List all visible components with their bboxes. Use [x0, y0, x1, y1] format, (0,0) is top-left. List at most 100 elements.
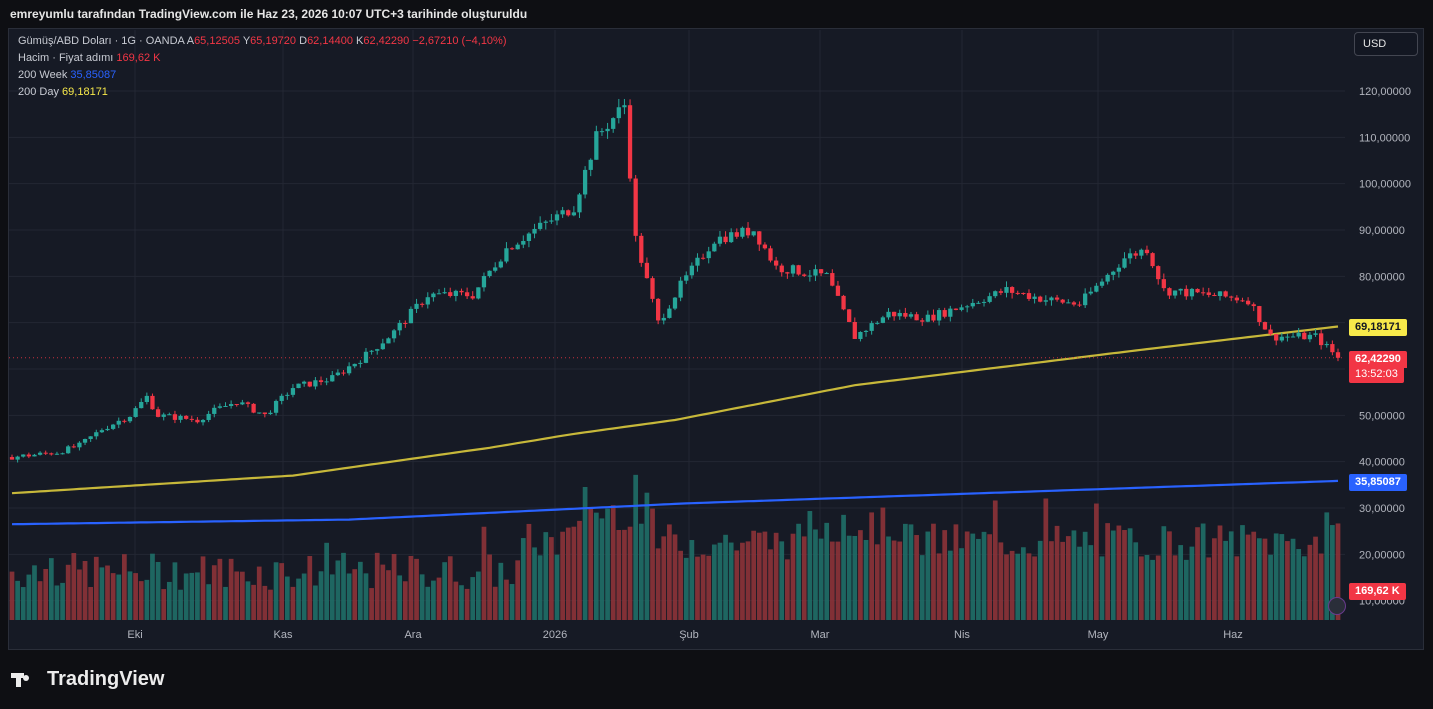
candle-body	[1245, 300, 1251, 305]
candle-body	[43, 452, 48, 454]
candle-body	[487, 270, 492, 277]
volume-bar	[1116, 525, 1122, 620]
volume-bar	[1268, 554, 1273, 620]
ma200d-legend[interactable]: 200 Day 69,18171	[18, 86, 108, 98]
volume-bar	[217, 558, 223, 620]
candle-body	[504, 248, 509, 262]
candle-body	[1335, 352, 1341, 358]
volume-bar	[1256, 538, 1262, 620]
candle-body	[223, 406, 228, 408]
volume-bar	[138, 581, 144, 620]
candle-body	[375, 349, 380, 351]
y-tick-label: 80,00000	[1359, 271, 1405, 283]
volume-bar	[588, 506, 594, 620]
volume-bar	[1223, 540, 1228, 620]
currency-button[interactable]: USD	[1354, 32, 1418, 56]
high-value: 65,19720	[250, 35, 297, 47]
volume-bar	[408, 555, 414, 620]
candle-body	[71, 446, 76, 448]
volume-bar	[852, 535, 858, 620]
volume-bar	[459, 585, 464, 620]
candle-body	[493, 267, 498, 271]
change-value: −2,67210 (−4,10%)	[412, 35, 507, 47]
volume-bar	[1026, 553, 1032, 620]
volume-bar	[380, 564, 386, 620]
volume-bar	[936, 553, 942, 620]
volume-bar	[1195, 527, 1200, 620]
volume-bar	[1262, 538, 1268, 620]
ma200w-legend[interactable]: 200 Week 35,85087	[18, 69, 116, 81]
candle-body	[184, 415, 189, 419]
candle-body	[1240, 300, 1245, 302]
volume-bar	[813, 529, 818, 620]
candle-body	[863, 330, 869, 332]
volume-bar	[554, 554, 560, 620]
volume-bar	[914, 535, 919, 620]
volume-bar	[515, 560, 521, 620]
volume-bar	[818, 538, 824, 620]
candle-body	[453, 290, 459, 297]
volume-bar	[1290, 538, 1296, 620]
candle-body	[1167, 288, 1172, 296]
tradingview-logo[interactable]: TradingView	[11, 668, 164, 691]
candle-body	[852, 321, 857, 339]
candle-body	[1133, 253, 1138, 256]
volume-bar	[577, 520, 582, 620]
volume-bar	[1020, 547, 1026, 620]
candle-body	[88, 436, 93, 440]
volume-bar	[801, 536, 807, 620]
candle-body	[1150, 253, 1155, 267]
volume-bar	[110, 573, 116, 620]
candle-body	[228, 404, 234, 407]
volume-bar	[369, 588, 374, 620]
candle-body	[644, 262, 650, 279]
volume-bar	[942, 530, 948, 620]
candle-body	[1262, 322, 1268, 330]
candle-body	[942, 310, 947, 317]
candle-body	[122, 420, 127, 422]
volume-bar	[211, 565, 217, 620]
candle-body	[729, 232, 734, 243]
volume-bar	[1296, 549, 1302, 620]
volume-bar	[998, 542, 1004, 620]
volume-bar	[756, 532, 762, 620]
volume-bar	[689, 540, 695, 620]
volume-bar	[155, 561, 161, 620]
volume-bar	[599, 518, 605, 620]
volume-bar	[234, 571, 240, 620]
replay-icon[interactable]	[1328, 597, 1346, 615]
candle-body	[745, 227, 751, 236]
symbol-name[interactable]: Gümüş/ABD Doları · 1G · OANDA	[18, 35, 185, 47]
volume-bar	[959, 548, 964, 620]
ma200d-value: 69,18171	[62, 86, 108, 98]
candle-body	[1127, 253, 1133, 259]
volume-bar	[37, 581, 43, 620]
candle-body	[82, 439, 88, 443]
volume-bar	[790, 533, 796, 620]
candle-body	[757, 231, 762, 245]
candle-body	[127, 416, 133, 422]
volume-bar	[970, 533, 976, 620]
volume-bar	[1094, 503, 1099, 620]
candle-body	[678, 280, 683, 298]
x-tick-label: May	[1088, 629, 1109, 641]
volume-bar	[667, 524, 672, 620]
volume-bar	[189, 572, 195, 620]
candle-body	[436, 293, 442, 295]
volume-bar	[582, 486, 588, 620]
volume-bar	[925, 531, 931, 620]
volume-bar	[279, 563, 285, 620]
volume-bar	[1105, 523, 1110, 620]
candle-body	[1324, 344, 1329, 346]
volume-bar	[447, 556, 453, 620]
candle-body	[1178, 288, 1183, 291]
volume-legend[interactable]: Hacim · Fiyat adımı 169,62 K	[18, 52, 160, 64]
candle-body	[346, 366, 352, 374]
candle-body	[1122, 258, 1127, 268]
candle-body	[1313, 333, 1318, 335]
volume-bar	[992, 500, 998, 620]
volume-bar	[728, 542, 734, 620]
volume-bar	[386, 570, 391, 620]
candle-body	[189, 418, 194, 420]
